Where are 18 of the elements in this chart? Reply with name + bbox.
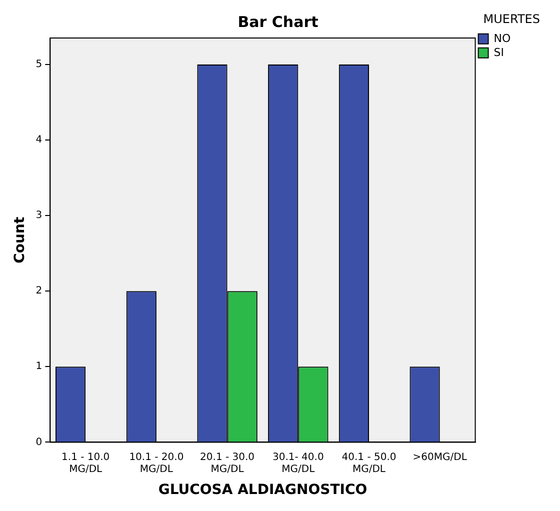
legend-label: SI xyxy=(494,46,504,59)
x-tick-label: 40.1 - 50.0 MG/DL xyxy=(342,452,396,475)
y-tick-label: 1 xyxy=(36,361,42,372)
y-axis-title: Count xyxy=(12,216,28,264)
x-axis-title: GLUCOSA ALDIAGNOSTICO xyxy=(158,482,368,498)
x-tick-label: 20.1 - 30.0 MG/DL xyxy=(200,452,255,475)
x-tick-label: 30.1- 40.0 MG/DL xyxy=(272,452,324,475)
chart-title: Bar Chart xyxy=(238,12,318,31)
legend-label: NO xyxy=(494,32,512,45)
x-tick-label: 1.1 - 10.0 MG/DL xyxy=(62,452,110,475)
y-tick-label: 5 xyxy=(36,59,42,70)
y-tick-label: 4 xyxy=(36,134,42,146)
y-tick-label: 2 xyxy=(36,286,42,297)
x-tick-label: >60MG/DL xyxy=(412,452,468,463)
x-tick-label: 10.1 - 20.0 MG/DL xyxy=(129,452,184,475)
y-tick-label: 3 xyxy=(36,210,42,222)
y-tick-label: 0 xyxy=(36,436,42,448)
legend-title: MUERTES xyxy=(483,12,540,26)
